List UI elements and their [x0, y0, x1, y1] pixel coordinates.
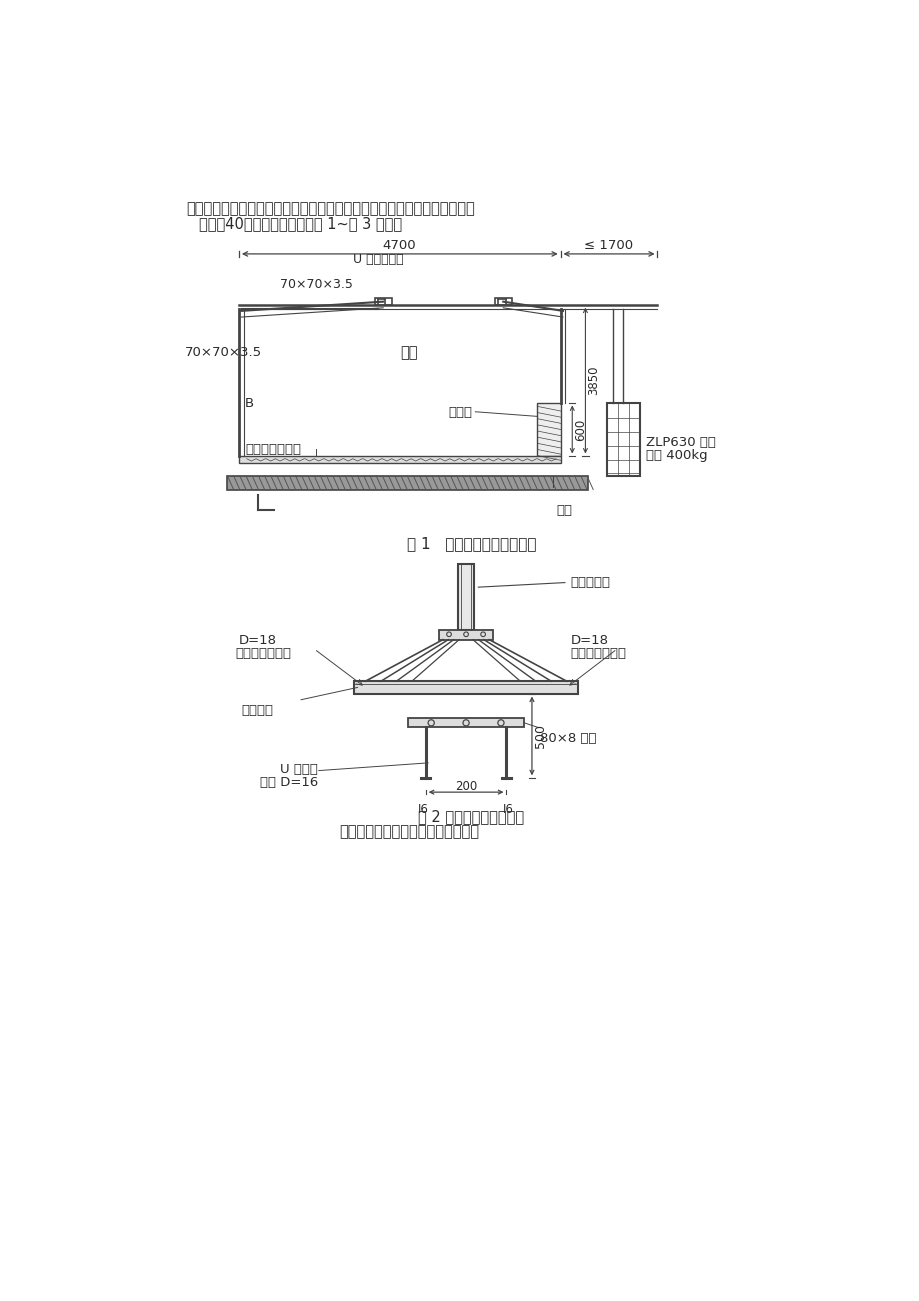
Text: D=18: D=18	[570, 634, 608, 647]
Text: U 形卡扣连接: U 形卡扣连接	[353, 254, 403, 267]
Text: 200: 200	[455, 779, 477, 792]
Bar	[458, 565, 473, 630]
Text: 与支架横梁连接: 与支架横梁连接	[235, 647, 290, 660]
Bar	[607, 402, 639, 476]
Bar	[239, 457, 560, 463]
Text: ZLP630 吊篮: ZLP630 吊篮	[645, 436, 715, 449]
Bar	[494, 298, 511, 306]
Text: 600: 600	[573, 419, 586, 441]
Text: 钢梁: 钢梁	[401, 345, 418, 360]
Text: 限载 400kg: 限载 400kg	[645, 449, 707, 462]
Text: 图 1   高钢托座吊篮安装示意: 图 1 高钢托座吊篮安装示意	[406, 536, 536, 550]
Bar	[353, 682, 578, 693]
Text: 土块（40块）。具体形式如图 1~图 3 所示。: 土块（40块）。具体形式如图 1~图 3 所示。	[199, 216, 402, 232]
Text: 女儿墙: 女儿墙	[448, 406, 471, 419]
Text: 支架横梁: 支架横梁	[241, 704, 273, 717]
Bar	[374, 298, 391, 306]
Text: 与支架横梁连接: 与支架横梁连接	[570, 647, 626, 660]
Bar	[227, 476, 587, 489]
Text: B: B	[245, 397, 254, 410]
Text: I6: I6	[503, 803, 514, 816]
Text: 将两个加高后支臂焊接，增加稳定性: 将两个加高后支臂焊接，增加稳定性	[339, 825, 479, 839]
Text: I6: I6	[417, 803, 428, 816]
Text: U 形卡扣: U 形卡扣	[280, 762, 318, 775]
Text: 屋面混凝土楼板: 屋面混凝土楼板	[245, 444, 301, 457]
Text: 500: 500	[534, 723, 547, 748]
Bar	[438, 630, 493, 640]
Text: ≤ 1700: ≤ 1700	[584, 238, 632, 251]
Text: 支架上立柱: 支架上立柱	[478, 576, 610, 589]
Text: 图 2 前钢托座钢结构连接: 图 2 前钢托座钢结构连接	[418, 809, 524, 824]
Text: 钢梁: 钢梁	[556, 505, 573, 518]
Text: 直径 D=16: 直径 D=16	[259, 775, 318, 788]
Bar	[407, 718, 524, 727]
Text: D=18: D=18	[239, 634, 277, 647]
Text: 80×8 角钢: 80×8 角钢	[539, 732, 596, 745]
Bar	[537, 402, 560, 457]
Text: 70×70×3.5: 70×70×3.5	[279, 278, 353, 291]
Text: 70×70×3.5: 70×70×3.5	[185, 346, 262, 359]
Text: 3850: 3850	[586, 366, 599, 396]
Text: 4700: 4700	[382, 238, 415, 251]
Text: 加吊篮后支架的稳定性。配重根据工程需要及厂家说明要求，采用预制混凝: 加吊篮后支架的稳定性。配重根据工程需要及厂家说明要求，采用预制混凝	[186, 200, 474, 216]
